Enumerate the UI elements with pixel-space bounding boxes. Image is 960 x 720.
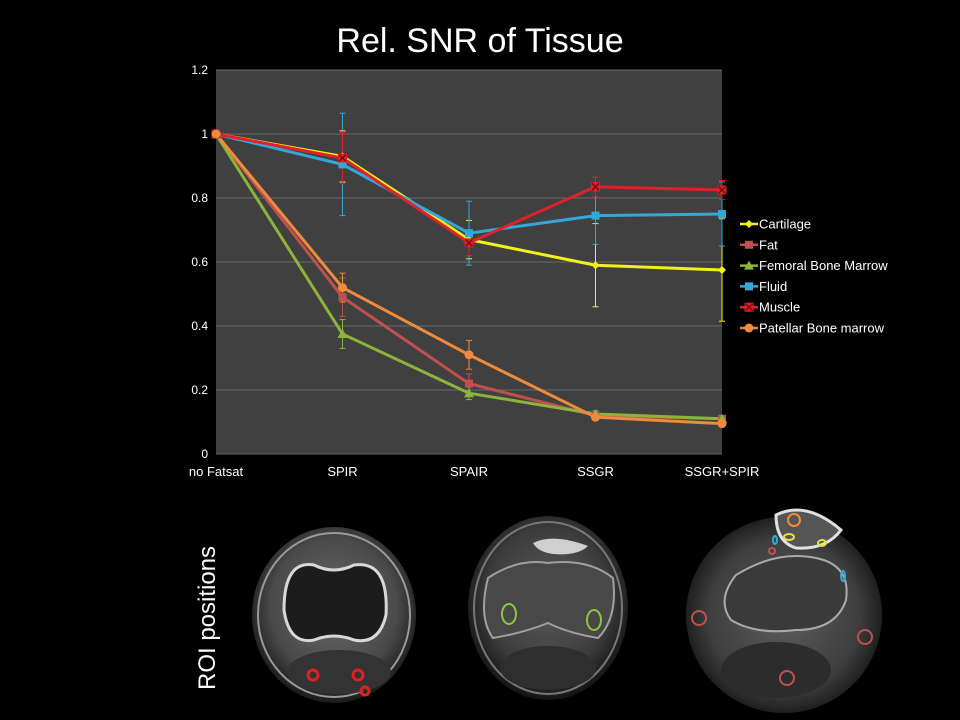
data-point xyxy=(718,210,726,218)
legend: Cartilage Fat Femoral Bone Marrow Fluid Musc… xyxy=(740,217,888,336)
data-point xyxy=(717,185,727,195)
legend-label: Muscle xyxy=(759,300,800,315)
data-point xyxy=(464,388,474,398)
mri-knee-slice-3 xyxy=(686,508,882,713)
data-point xyxy=(744,323,754,333)
gridlines xyxy=(216,69,722,455)
posterior-muscle xyxy=(500,646,596,690)
data-point xyxy=(338,293,347,302)
series-markers xyxy=(211,129,727,429)
data-point xyxy=(338,160,347,169)
legend-item: Muscle xyxy=(740,300,800,315)
roi-marker xyxy=(779,670,795,686)
x-tick-label: SSGR xyxy=(577,464,614,479)
data-point xyxy=(745,220,753,228)
data-point xyxy=(591,261,600,270)
data-point xyxy=(744,302,754,312)
legend-item: Fat xyxy=(740,237,778,252)
roi-marker xyxy=(501,603,517,625)
posterior-muscle xyxy=(721,642,831,698)
legend-label: Femoral Bone Marrow xyxy=(759,258,888,273)
roi-marker xyxy=(772,535,778,545)
roi-marker xyxy=(359,685,371,697)
data-point xyxy=(337,329,348,338)
femoral-condyles xyxy=(282,563,388,643)
roi-positions-label: ROI positions xyxy=(194,545,221,690)
roi-marker xyxy=(768,547,776,555)
y-tick-label: 1 xyxy=(201,127,208,141)
patella xyxy=(533,538,588,555)
subcutaneous-layer xyxy=(257,532,411,698)
legend-item: Fluid xyxy=(740,279,787,294)
x-tick-label: SPAIR xyxy=(450,464,488,479)
roi-marker xyxy=(783,533,795,541)
roi-marker xyxy=(817,539,827,547)
data-point xyxy=(717,419,727,429)
legend-label: Fat xyxy=(759,237,778,252)
data-point xyxy=(745,282,753,291)
y-tick-label: 0.8 xyxy=(191,191,208,205)
data-point xyxy=(744,260,754,270)
legend-label: Patellar Bone marrow xyxy=(759,321,885,336)
roi-marker xyxy=(351,668,365,682)
femur-outline xyxy=(723,555,848,633)
subcutaneous-layer xyxy=(473,521,623,695)
mri-knee-slice-1 xyxy=(252,527,416,703)
x-tick-label: SPIR xyxy=(327,464,357,479)
legend-item: Patellar Bone marrow xyxy=(740,321,885,336)
marker-cross xyxy=(338,153,347,163)
data-point xyxy=(211,129,221,139)
roi-marker xyxy=(840,570,846,582)
legend-label: Fluid xyxy=(759,279,787,294)
marker-cross xyxy=(464,238,474,247)
data-point xyxy=(465,379,473,388)
y-tick-label: 0 xyxy=(201,447,208,461)
data-point xyxy=(591,211,600,220)
roi-marker xyxy=(586,609,602,631)
x-axis: no Fatsat SPIR SPAIR SSGR SSGR+SPIR xyxy=(189,464,759,479)
line-chart: 0 0.2 0.4 0.6 0.8 1 1.2 no Fatsat SPIR SPAIR SSGR… xyxy=(189,63,888,479)
marker-cross xyxy=(717,185,727,195)
mri-knee-slice-2 xyxy=(468,516,628,700)
marker-cross xyxy=(744,303,754,312)
posterior-muscle xyxy=(287,650,391,694)
femur-outline xyxy=(483,561,615,640)
roi-marker xyxy=(306,668,320,682)
data-point xyxy=(591,182,600,192)
data-point xyxy=(718,266,726,274)
y-axis: 0 0.2 0.4 0.6 0.8 1 1.2 xyxy=(191,63,208,461)
marker-cross xyxy=(591,182,600,191)
data-point xyxy=(464,350,474,360)
data-point xyxy=(465,229,473,238)
y-tick-label: 0.4 xyxy=(191,319,208,333)
data-point xyxy=(338,283,347,293)
legend-label: Cartilage xyxy=(759,217,811,232)
roi-marker xyxy=(857,629,873,645)
roi-marker xyxy=(787,513,801,527)
data-point xyxy=(745,240,753,249)
data-point xyxy=(338,153,347,163)
x-tick-label: SSGR+SPIR xyxy=(685,464,760,479)
data-point xyxy=(464,238,474,248)
legend-item: Femoral Bone Marrow xyxy=(740,258,888,273)
y-tick-label: 0.2 xyxy=(191,383,208,397)
x-tick-label: no Fatsat xyxy=(189,464,244,479)
data-point xyxy=(591,412,600,422)
roi-marker xyxy=(691,610,707,626)
y-tick-label: 1.2 xyxy=(191,63,208,77)
y-tick-label: 0.6 xyxy=(191,255,208,269)
chart-title: Rel. SNR of Tissue xyxy=(336,22,624,60)
legend-item: Cartilage xyxy=(740,217,811,232)
